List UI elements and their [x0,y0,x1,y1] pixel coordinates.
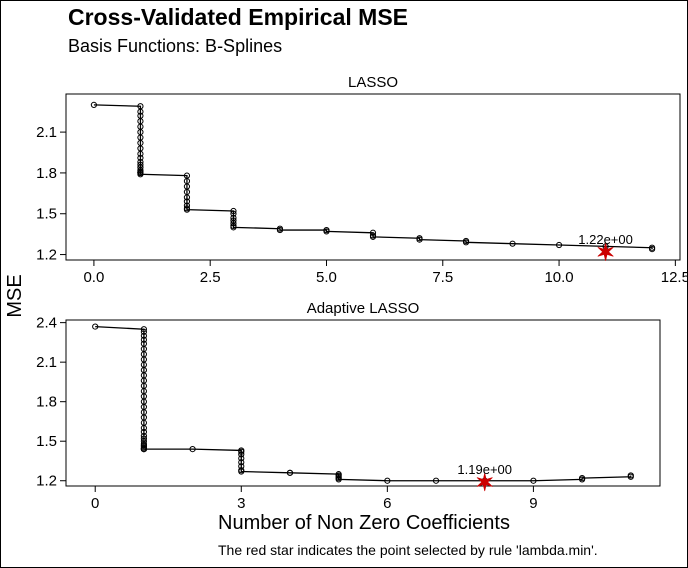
data-point [230,224,237,231]
data-point [286,469,294,476]
data-point [509,240,516,247]
panel-2: Adaptive LASSO 0 3 6 9 1.2 1.5 1.8 2.1 2.4 1.19e+0… [36,300,661,512]
plot-frame [65,93,681,261]
data-point [648,246,656,253]
data-point [137,171,144,178]
panel-1: LASSO 0.0 2.5 5.0 7.5 10.0 12.5 1.2 1.5 1.8 2.1 1.2… [36,74,688,286]
data-point [140,336,148,343]
data-point [555,241,563,249]
data-point [369,233,377,240]
data-point [416,236,423,243]
data-point [183,194,191,201]
data-point [183,198,191,205]
data-point [230,207,237,215]
panel-title: Adaptive LASSO [307,300,420,317]
data-point [137,108,144,115]
data-point [189,446,196,453]
data-point [384,477,391,484]
x-tick-label: 10.0 [544,269,573,286]
selected-value-label: 1.19e+00 [457,462,512,477]
data-point [238,459,245,466]
data-point [276,226,284,234]
data-point [183,202,191,209]
data-point [140,332,148,339]
data-point [140,428,148,436]
data-point [432,477,440,484]
x-tick-label: 0.0 [83,269,104,286]
x-tick-label: 7.5 [432,269,453,286]
y-tick-label: 1.5 [36,206,57,223]
data-point [335,476,342,483]
panel-title: LASSO [348,74,398,91]
data-point [140,328,148,335]
y-tick-label: 1.2 [36,473,57,490]
selected-star [597,242,614,261]
y-tick-label: 1.8 [36,165,57,182]
y-tick-label: 1.5 [36,433,57,450]
data-point [140,446,148,453]
footnote: The red star indicates the point selecte… [218,542,598,558]
data-point [140,424,148,432]
x-tick-label: 9 [529,495,537,512]
y-tick-label: 1.2 [36,247,57,264]
data-point [578,474,586,482]
x-tick-label: 0 [91,495,99,512]
data-point [238,451,245,458]
series-line [95,325,632,482]
data-point [230,220,237,227]
data-point [530,477,537,484]
figure-title: Cross-Validated Empirical MSE [68,4,409,30]
x-tick-label: 12.5 [661,269,688,286]
data-point [92,323,99,330]
x-axis-label: Number of Non Zero Coefficients [218,512,510,534]
y-tick-label: 2.4 [36,315,57,332]
series-line [93,104,653,250]
data-point [238,468,245,475]
data-point [137,154,144,162]
selected-star [476,472,493,492]
data-point [140,326,148,333]
data-point [369,229,377,236]
data-point [183,206,191,213]
x-tick-label: 5.0 [316,269,337,286]
data-point [323,228,330,235]
selected-value-label: 1.22e+00 [578,232,633,247]
x-tick-label: 6 [383,495,391,512]
x-tick-label: 2.5 [200,269,221,286]
plot-frame [65,319,661,487]
data-point [462,239,470,246]
y-tick-label: 2.1 [36,354,57,371]
x-tick-label: 3 [237,495,245,512]
figure-subtitle: Basis Functions: B-Splines [68,36,283,56]
data-point [238,455,245,462]
data-point [90,101,98,108]
data-point [230,210,237,217]
y-tick-label: 2.1 [36,124,57,141]
data-point [627,472,634,479]
data-point [238,448,245,455]
data-point [137,150,144,157]
y-tick-label: 1.8 [36,394,57,411]
